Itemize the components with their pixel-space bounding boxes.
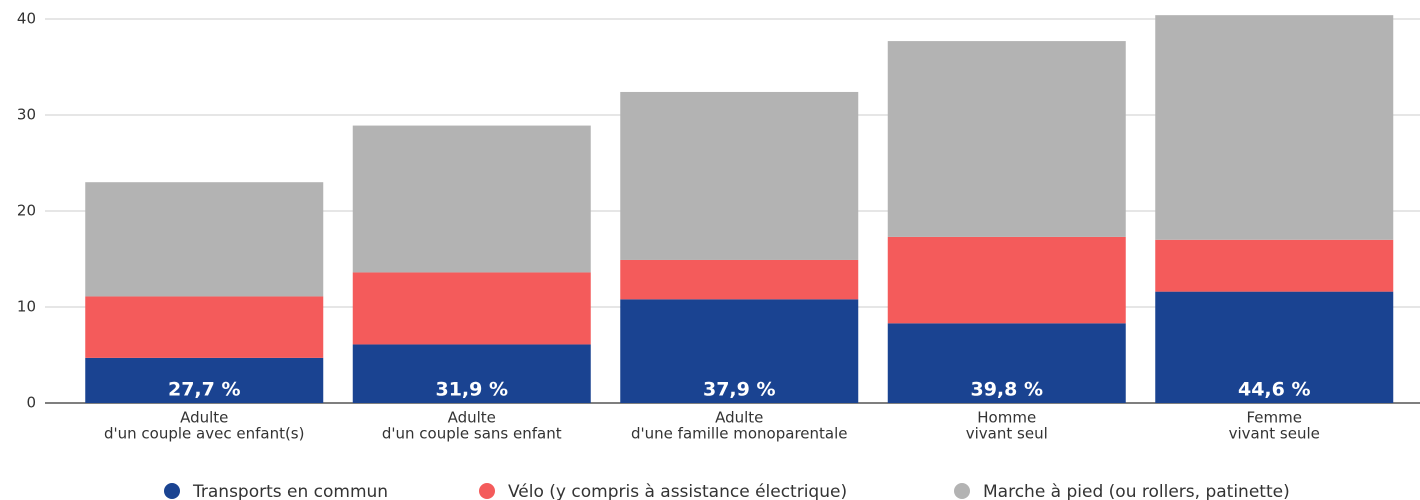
x-tick-label: d'une famille monoparentale — [631, 425, 847, 443]
bar-segment — [620, 299, 859, 403]
x-tick-label: Adulte — [715, 409, 763, 427]
legend-marker — [954, 483, 970, 499]
bar-segment — [887, 41, 1126, 237]
y-tick-label: 30 — [17, 106, 36, 124]
x-tick-label: Adulte — [180, 409, 228, 427]
x-tick-label: Homme — [977, 409, 1036, 427]
bar-segment — [85, 182, 324, 297]
legend-label: Marche à pied (ou rollers, patinette) — [983, 482, 1290, 500]
x-tick-label: vivant seul — [966, 425, 1048, 443]
x-tick-label: Femme — [1247, 409, 1303, 427]
y-tick-label: 0 — [26, 394, 36, 412]
bar-segment — [352, 125, 591, 273]
bar-segment — [1155, 15, 1394, 240]
bar-segment — [887, 236, 1126, 324]
bar-segment — [352, 344, 591, 403]
legend-label: Transports en commun — [192, 482, 388, 500]
bar-label: 44,6 % — [1238, 379, 1311, 401]
bar-label: 31,9 % — [435, 379, 508, 401]
x-tick-label: vivant seule — [1229, 425, 1320, 443]
y-tick-label: 10 — [17, 298, 36, 316]
bar-segment — [1155, 291, 1394, 403]
y-tick-label: 40 — [17, 10, 36, 28]
bar-label: 27,7 % — [168, 379, 241, 401]
bar-label: 39,8 % — [970, 379, 1043, 401]
bar-segment — [620, 91, 859, 260]
bar-segment — [887, 323, 1126, 403]
bar-segment — [85, 296, 324, 358]
legend-label: Vélo (y compris à assistance électrique) — [508, 482, 847, 500]
legend-marker — [479, 483, 495, 499]
bar-label: 37,9 % — [703, 379, 776, 401]
x-tick-label: Adulte — [448, 409, 496, 427]
bar-segment — [620, 259, 859, 300]
x-tick-label: d'un couple sans enfant — [382, 425, 562, 443]
bar-segment — [1155, 239, 1394, 292]
y-tick-label: 20 — [17, 202, 36, 220]
bar-segment — [85, 357, 324, 403]
x-tick-label: d'un couple avec enfant(s) — [104, 425, 304, 443]
bar-segment — [352, 272, 591, 345]
legend-marker — [164, 483, 180, 499]
